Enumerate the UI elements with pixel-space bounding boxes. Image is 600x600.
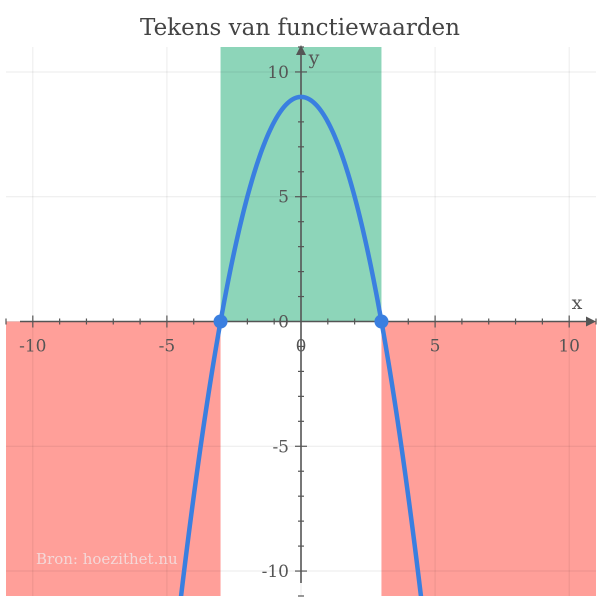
- x-tick-label: 5: [430, 337, 441, 357]
- x-axis-arrow: [586, 316, 596, 327]
- y-axis-label: y: [308, 47, 320, 69]
- y-tick-label: -5: [272, 437, 289, 457]
- zero-markers: [213, 314, 389, 329]
- y-tick-label: 5: [278, 188, 289, 208]
- source-watermark: Bron: hoezithet.nu: [36, 550, 178, 568]
- x-tick-label: -10: [19, 337, 46, 357]
- y-tick-label: 10: [267, 63, 289, 83]
- x-tick-label: 10: [558, 337, 580, 357]
- origin-y-tick-label: 0: [278, 313, 289, 333]
- x-tick-label: -5: [159, 337, 176, 357]
- origin-tick-label: 0: [296, 337, 307, 357]
- zero-point-1: [374, 314, 389, 329]
- x-axis-label: x: [572, 292, 583, 314]
- y-axis-arrow: [296, 45, 306, 55]
- tick-labels: -10 -5 5 10 -10 -5 5 10 00: [19, 63, 580, 582]
- y-tick-label: -10: [262, 562, 289, 582]
- axes: [5, 45, 597, 597]
- chart-title: Tekens van functiewaarden: [140, 15, 460, 41]
- zero-point-0: [213, 314, 228, 329]
